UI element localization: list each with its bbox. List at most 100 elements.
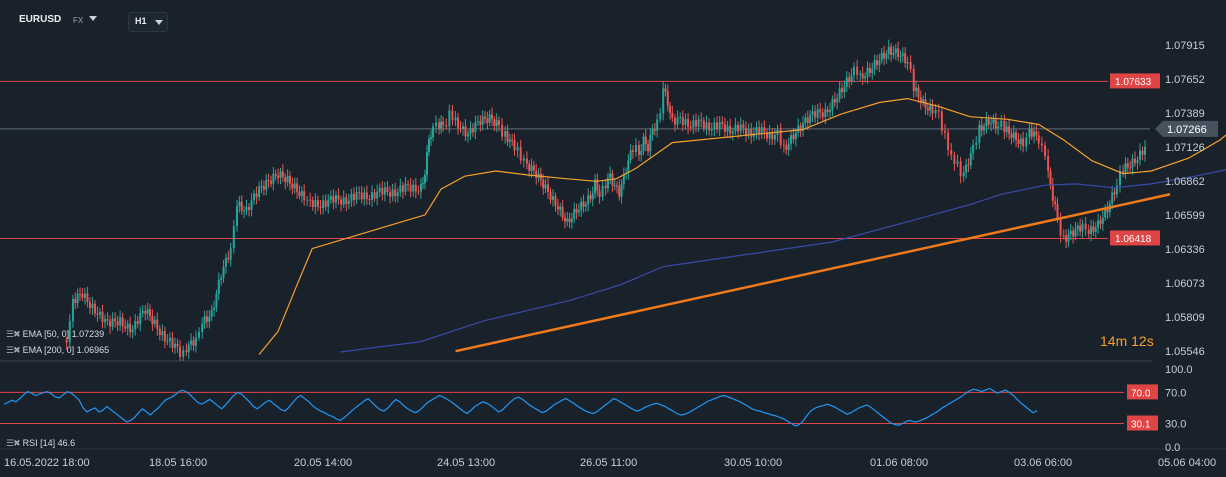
- candle-body: [868, 67, 871, 73]
- candle-body: [1104, 208, 1107, 218]
- candle-body: [700, 119, 703, 121]
- candle-body: [887, 46, 890, 54]
- candle-body: [126, 323, 129, 329]
- legend-rsi[interactable]: ☰✖ RSI [14] 46.6: [6, 438, 75, 449]
- candle-body: [71, 298, 74, 322]
- candle-body: [676, 117, 679, 125]
- rsi-y-tick-label: 0.0: [1165, 442, 1180, 454]
- candle-body: [442, 121, 445, 125]
- candle-body: [454, 117, 457, 121]
- candle-body: [1139, 150, 1141, 160]
- candle-body: [407, 183, 410, 185]
- candle-body: [622, 174, 625, 185]
- candle-body: [972, 144, 975, 153]
- candle-body: [1059, 218, 1062, 236]
- symbol-dropdown-icon[interactable]: [89, 16, 97, 21]
- candle-body: [1087, 229, 1090, 235]
- candle-body: [1028, 128, 1031, 138]
- candle-body: [897, 48, 900, 57]
- candle-body: [88, 301, 91, 309]
- symbol-label[interactable]: EURUSD: [19, 14, 62, 25]
- timeframe-selector[interactable]: H1: [128, 12, 168, 32]
- candle-body: [779, 129, 782, 145]
- candle-body: [1122, 170, 1125, 173]
- candle-body: [272, 173, 275, 184]
- candle-body: [890, 46, 893, 56]
- legend-ema50[interactable]: ☰✖ EMA [50, 0] 1.07239: [6, 329, 104, 340]
- candle-body: [713, 122, 716, 130]
- candle-body: [1084, 223, 1087, 230]
- candle-body: [848, 77, 851, 82]
- candle-body: [329, 195, 332, 201]
- candle-body: [1097, 220, 1100, 228]
- candle-body: [909, 61, 912, 70]
- candle-body: [547, 184, 550, 192]
- candle-body: [662, 88, 665, 114]
- candle-body: [737, 124, 740, 132]
- candle-body: [303, 191, 306, 201]
- candle-body: [476, 121, 479, 123]
- candle-body: [598, 190, 601, 198]
- candle-body: [324, 200, 327, 207]
- candle-body: [1047, 156, 1050, 172]
- legend-ema200[interactable]: ☰✖ EMA [200, 0] 1.06965: [6, 345, 109, 356]
- candle-body: [883, 52, 886, 59]
- candle-body: [316, 200, 319, 207]
- candle-body: [469, 127, 472, 134]
- candle-body: [838, 88, 841, 99]
- x-tick-label: 01.06 08:00: [870, 457, 928, 469]
- candle-body: [1076, 225, 1079, 230]
- candle-body: [205, 316, 208, 322]
- settings-icon[interactable]: ☰✖: [6, 438, 21, 448]
- candle-body: [131, 329, 134, 333]
- candle-body: [969, 152, 972, 166]
- candle-body: [584, 204, 587, 207]
- candle-body: [1090, 226, 1093, 235]
- candle-body: [106, 319, 109, 321]
- settings-icon[interactable]: ☰✖: [6, 345, 21, 355]
- candle-body: [616, 185, 618, 187]
- candle-body: [544, 184, 547, 189]
- candle-body: [76, 293, 79, 304]
- candle-body: [1040, 143, 1043, 146]
- candle-body: [1079, 225, 1082, 232]
- candle-body: [224, 257, 227, 267]
- candle-body: [937, 110, 940, 112]
- candle-body: [1124, 163, 1127, 173]
- candle-body: [347, 200, 350, 205]
- candle-body: [355, 192, 358, 200]
- candle-body: [345, 197, 348, 205]
- candle-body: [141, 310, 144, 314]
- candle-body: [176, 343, 179, 347]
- candle-body: [378, 187, 381, 192]
- candle-body: [1129, 167, 1132, 169]
- candle-body: [1003, 120, 1006, 133]
- candle-body: [570, 218, 573, 223]
- candle-body: [511, 139, 514, 141]
- y-tick-label: 1.06862: [1165, 176, 1205, 188]
- candle-body: [360, 192, 363, 200]
- candle-body: [373, 192, 376, 199]
- candle-body: [653, 129, 656, 131]
- candle-body: [513, 139, 516, 151]
- rsi-text: RSI [14] 46.6: [22, 438, 76, 448]
- candle-body: [642, 136, 645, 152]
- y-tick-label: 1.07389: [1165, 108, 1205, 120]
- candle-body: [255, 193, 258, 197]
- candle-body: [488, 114, 491, 123]
- settings-icon[interactable]: ☰✖: [6, 329, 21, 339]
- candle-body: [871, 69, 874, 73]
- candle-body: [1037, 135, 1040, 144]
- candle-body: [852, 66, 855, 76]
- candles: [65, 39, 1146, 361]
- candle-body: [86, 293, 89, 302]
- candle-body: [1012, 132, 1015, 139]
- level-tag: [1110, 73, 1160, 89]
- candle-body: [519, 146, 522, 161]
- candle-body: [185, 350, 188, 353]
- candle-body: [79, 293, 82, 295]
- y-tick-label: 1.05809: [1165, 312, 1205, 324]
- candle-body: [861, 73, 864, 79]
- candle-body: [742, 124, 745, 129]
